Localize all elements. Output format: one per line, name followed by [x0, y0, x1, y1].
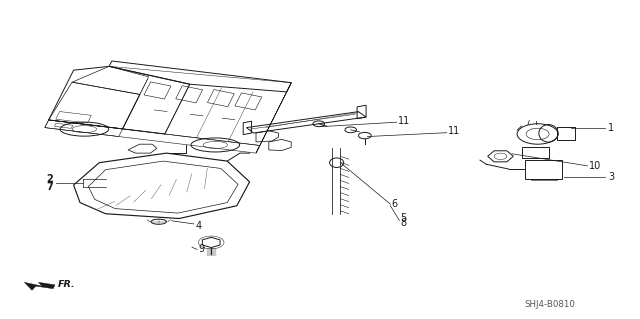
- Text: 11: 11: [398, 116, 410, 126]
- Text: 1: 1: [608, 122, 614, 133]
- Text: 2: 2: [46, 174, 53, 184]
- Text: 11: 11: [448, 126, 460, 137]
- Text: 9: 9: [198, 244, 205, 255]
- Text: 4: 4: [195, 220, 202, 231]
- Text: FR.: FR.: [58, 280, 76, 289]
- Text: 7: 7: [46, 182, 53, 192]
- Text: 5: 5: [401, 212, 407, 223]
- Text: 6: 6: [392, 199, 398, 209]
- Polygon shape: [24, 282, 55, 290]
- Text: 3: 3: [608, 172, 614, 182]
- Text: 10: 10: [589, 161, 601, 171]
- Text: 8: 8: [401, 218, 407, 228]
- Text: SHJ4-B0810: SHJ4-B0810: [525, 300, 575, 309]
